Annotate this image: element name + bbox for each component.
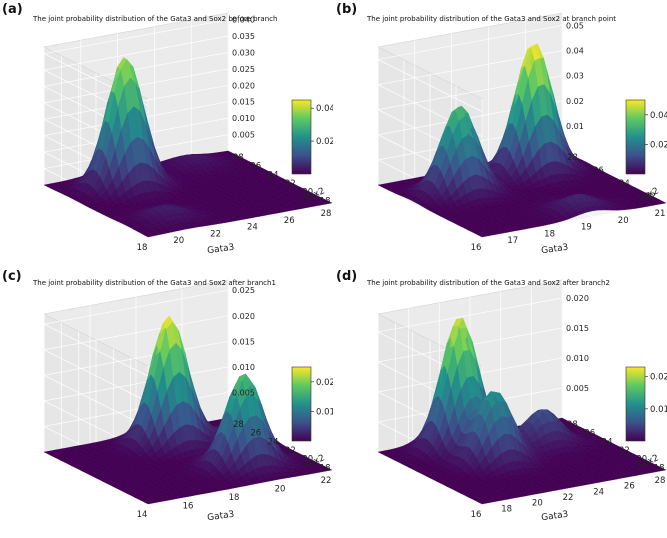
y-tick-label: 26: [250, 162, 261, 172]
y-tick-label: 28: [567, 420, 578, 430]
colorbar-tick-label: 0.04: [650, 111, 667, 121]
y-tick-label: 22: [285, 179, 296, 189]
x-tick-label: 20: [275, 485, 286, 495]
z-tick-label: 0.020: [566, 294, 589, 303]
surface-chart-b: 16171819202120222426280.010.020.030.040.…: [334, 0, 667, 267]
colorbar-tick-label: 0.02: [650, 373, 667, 383]
panel-label: (b): [336, 2, 357, 17]
y-tick-label: 24: [268, 437, 279, 447]
colorbar-tick-label: 0.02: [650, 140, 667, 150]
y-tick-label: 26: [584, 429, 595, 439]
x-tick-label: 19: [581, 223, 592, 233]
z-tick-label: 0.010: [566, 354, 589, 363]
x-tick-label: 26: [624, 482, 635, 492]
y-tick-label: 28: [233, 153, 244, 163]
chart-title: The joint probability distribution of th…: [33, 279, 276, 287]
z-tick-label: 0.010: [232, 114, 255, 123]
colorbar-tick-label: 0.01: [650, 405, 667, 415]
colorbar-tick-label: 0.02: [316, 378, 333, 388]
z-tick-label: 0.02: [566, 97, 584, 106]
y-tick-label: 18: [320, 196, 331, 206]
z-tick-label: 0.035: [232, 32, 255, 41]
z-tick-label: 0.015: [232, 98, 255, 107]
z-tick-label: 0.010: [232, 363, 255, 372]
y-tick-label: 22: [619, 446, 630, 456]
x-tick-label: 16: [471, 243, 482, 253]
z-tick-label: 0.030: [232, 48, 255, 57]
x-tick-label: 24: [247, 223, 258, 233]
y-tick-label: 24: [619, 179, 630, 189]
panel-label: (a): [2, 2, 23, 17]
colorbar: [292, 367, 311, 441]
x-tick-label: 17: [507, 236, 518, 246]
panel-d: (d) The joint probability distribution o…: [334, 267, 667, 534]
z-tick-label: 0.01: [566, 122, 584, 131]
x-axis-label: Gata3: [207, 243, 235, 257]
y-tick-label: 24: [602, 437, 613, 447]
x-tick-label: 22: [563, 493, 574, 503]
colorbar: [626, 100, 645, 174]
colorbar-tick-label: 0.02: [316, 137, 333, 147]
x-tick-label: 24: [593, 487, 604, 497]
z-tick-label: 0.015: [232, 337, 255, 346]
x-axis-label: Gata3: [541, 510, 569, 524]
z-tick-label: 0.020: [232, 312, 255, 321]
x-tick-label: 22: [321, 476, 332, 486]
colorbar: [292, 100, 311, 174]
z-tick-label: 0.005: [566, 384, 589, 393]
x-tick-label: 18: [501, 504, 512, 514]
chart-title: The joint probability distribution of th…: [33, 15, 277, 23]
z-tick-label: 0.025: [232, 286, 255, 295]
x-axis-label: Gata3: [541, 243, 569, 257]
y-tick-label: 28: [233, 420, 244, 430]
surface-chart-a: 182022242628161820222426280.0050.0100.01…: [0, 0, 333, 267]
chart-title: The joint probability distribution of th…: [367, 15, 616, 23]
z-tick-label: 0.020: [232, 81, 255, 90]
panel-a: (a) The joint probability distribution o…: [0, 0, 333, 267]
x-tick-label: 16: [183, 502, 194, 512]
x-tick-label: 21: [655, 209, 666, 219]
z-tick-label: 0.025: [232, 65, 255, 74]
x-axis-label: Gata3: [207, 510, 235, 524]
z-tick-label: 0.005: [232, 388, 255, 397]
x-tick-label: 18: [137, 243, 148, 253]
x-tick-label: 26: [284, 216, 295, 226]
colorbar-tick-label: 0.04: [316, 104, 333, 114]
x-tick-label: 18: [544, 229, 555, 239]
panel-b: (b) The joint probability distribution o…: [334, 0, 667, 267]
colorbar: [626, 367, 645, 441]
x-tick-label: 28: [655, 476, 666, 486]
surface-chart-c: 1416182022161820222426280.0050.0100.0150…: [0, 267, 333, 534]
y-tick-label: 22: [285, 446, 296, 456]
panel-c: (c) The joint probability distribution o…: [0, 267, 333, 534]
chart-title: The joint probability distribution of th…: [367, 279, 610, 287]
colorbar-tick-label: 0.01: [316, 407, 333, 417]
x-tick-label: 28: [321, 209, 332, 219]
x-tick-label: 18: [229, 493, 240, 503]
y-tick-label: 18: [654, 463, 665, 473]
y-tick-label: 24: [268, 170, 279, 180]
z-tick-label: 0.005: [232, 131, 255, 140]
y-tick-label: 26: [593, 166, 604, 176]
z-tick-label: 0.04: [566, 47, 584, 56]
x-tick-label: 16: [471, 510, 482, 520]
y-tick-label: 28: [567, 153, 578, 163]
y-tick-label: 18: [320, 463, 331, 473]
x-tick-label: 20: [173, 236, 184, 246]
z-tick-label: 0.03: [566, 72, 584, 81]
panel-label: (d): [336, 269, 357, 284]
z-tick-label: 0.015: [566, 324, 589, 333]
surface-chart-d: 16182022242628161820222426280.0050.0100.…: [334, 267, 667, 534]
panel-label: (c): [2, 269, 22, 284]
y-tick-label: 26: [250, 429, 261, 439]
x-tick-label: 14: [137, 510, 148, 520]
x-tick-label: 22: [210, 229, 221, 239]
x-tick-label: 20: [532, 499, 543, 509]
x-tick-label: 20: [618, 216, 629, 226]
